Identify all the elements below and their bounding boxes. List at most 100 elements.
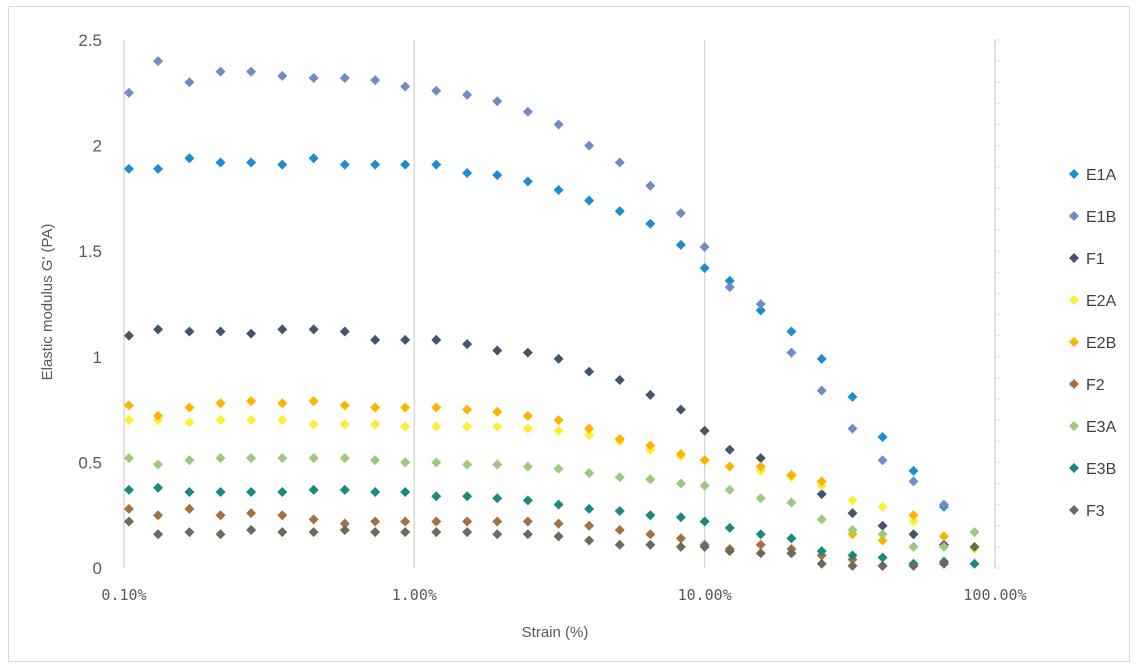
legend-marker <box>1069 505 1079 515</box>
data-point <box>969 527 980 538</box>
data-point <box>308 453 319 464</box>
data-point <box>277 527 288 538</box>
data-point <box>522 529 533 540</box>
data-point <box>492 459 503 470</box>
data-point <box>123 503 134 514</box>
data-point <box>370 334 381 345</box>
data-point <box>969 558 980 569</box>
data-point <box>553 425 564 436</box>
data-point <box>614 505 625 516</box>
data-point <box>816 514 827 525</box>
data-point <box>277 70 288 81</box>
data-point <box>184 402 195 413</box>
data-point <box>584 503 595 514</box>
data-point <box>553 119 564 130</box>
data-point <box>584 520 595 531</box>
data-point <box>400 81 411 92</box>
data-point <box>645 218 656 229</box>
data-point <box>584 467 595 478</box>
data-point <box>431 457 442 468</box>
data-point <box>584 535 595 546</box>
series-e1b <box>123 56 949 510</box>
data-point <box>277 486 288 497</box>
data-point <box>431 516 442 527</box>
data-point <box>816 546 827 557</box>
data-point <box>370 527 381 538</box>
x-tick-label: 10.00% <box>678 586 732 604</box>
data-point <box>755 461 766 472</box>
data-point <box>816 385 827 396</box>
data-point <box>522 347 533 358</box>
data-point <box>645 474 656 485</box>
data-point <box>215 326 226 337</box>
legend-marker <box>1069 337 1079 347</box>
data-point <box>847 391 858 402</box>
data-point <box>370 486 381 497</box>
data-point <box>938 558 949 569</box>
data-point <box>522 410 533 421</box>
data-point <box>553 531 564 542</box>
data-point <box>675 512 686 523</box>
data-point <box>123 163 134 174</box>
x-axis-title: Strain (%) <box>522 624 589 641</box>
data-point <box>492 345 503 356</box>
legend-marker <box>1069 295 1079 305</box>
data-point <box>938 531 949 542</box>
legend-label: E2B <box>1086 335 1116 352</box>
data-point <box>522 423 533 434</box>
data-point <box>339 326 350 337</box>
data-point <box>153 459 164 470</box>
data-point <box>153 529 164 540</box>
data-point <box>123 415 134 426</box>
data-point <box>492 516 503 527</box>
data-point <box>215 415 226 426</box>
legend-marker <box>1069 211 1079 221</box>
data-point <box>370 159 381 170</box>
series-f3 <box>123 516 980 571</box>
data-point <box>462 421 473 432</box>
data-point <box>153 482 164 493</box>
data-point <box>614 472 625 483</box>
data-point <box>462 168 473 179</box>
data-point <box>755 453 766 464</box>
data-point <box>724 484 735 495</box>
data-point <box>584 366 595 377</box>
data-point <box>431 159 442 170</box>
data-point <box>847 550 858 561</box>
data-point <box>584 423 595 434</box>
data-point <box>431 491 442 502</box>
data-point <box>816 558 827 569</box>
data-point <box>724 461 735 472</box>
data-point <box>339 518 350 529</box>
legend-label: F2 <box>1086 377 1105 394</box>
data-point <box>153 410 164 421</box>
data-point <box>246 396 257 407</box>
series-e1a <box>123 153 949 512</box>
data-point <box>246 157 257 168</box>
legend-marker <box>1069 421 1079 431</box>
data-point <box>724 546 735 557</box>
data-point <box>699 241 710 252</box>
data-point <box>522 176 533 187</box>
legend-label: E3B <box>1086 461 1116 478</box>
chart-frame <box>8 6 1130 662</box>
data-point <box>215 486 226 497</box>
legend-label: E1B <box>1086 209 1116 226</box>
data-point <box>153 56 164 67</box>
data-point <box>724 522 735 533</box>
legend-label: F3 <box>1086 503 1105 520</box>
data-point <box>246 66 257 77</box>
data-point <box>847 495 858 506</box>
data-point <box>184 417 195 428</box>
data-point <box>877 432 888 443</box>
data-point <box>522 495 533 506</box>
data-point <box>969 541 980 552</box>
data-point <box>755 548 766 559</box>
data-point <box>675 541 686 552</box>
data-point <box>699 480 710 491</box>
data-point <box>645 510 656 521</box>
data-point <box>522 461 533 472</box>
data-point <box>123 87 134 98</box>
data-point <box>123 453 134 464</box>
